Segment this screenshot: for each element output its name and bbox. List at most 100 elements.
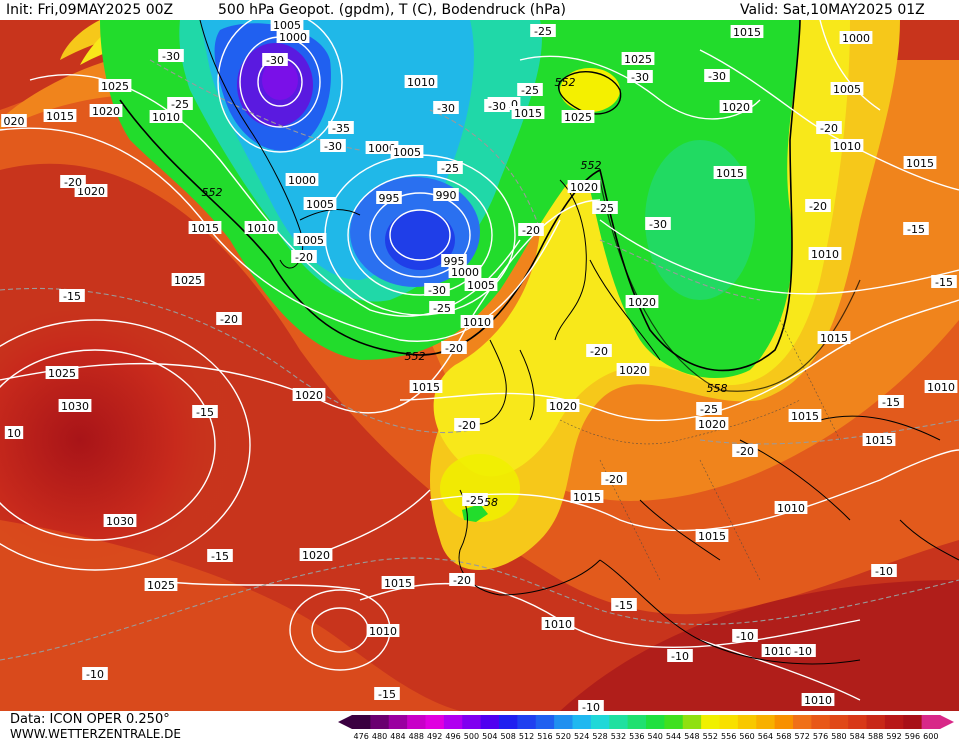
colorbar-tick-label: 536 bbox=[629, 732, 644, 741]
isobar-label-box bbox=[839, 31, 873, 44]
isobar-label-text: 1015 bbox=[573, 491, 601, 504]
isobar-label: 1005 bbox=[270, 20, 304, 32]
colorbar-tick-label: 500 bbox=[464, 732, 479, 741]
height-label-text: 552 bbox=[405, 350, 426, 363]
temperature-label-box bbox=[517, 83, 543, 96]
temperature-label-text: -20 bbox=[590, 345, 608, 358]
isobar-label-box bbox=[299, 548, 333, 561]
isobar-label-box bbox=[460, 315, 494, 328]
isobar-label-box bbox=[713, 166, 747, 179]
isobar-label-text: 1015 bbox=[46, 110, 74, 123]
isobar-label-text: 1010 bbox=[152, 111, 180, 124]
isobar-label-text: 1015 bbox=[820, 332, 848, 345]
isobar-label-box bbox=[45, 366, 79, 379]
isobar-label-text: 1010 bbox=[369, 625, 397, 638]
height-label: 552 bbox=[202, 186, 223, 199]
iberia-cutoff-yellow bbox=[440, 454, 520, 522]
isobar-label-box bbox=[546, 399, 580, 412]
isobar-label: 1005 bbox=[293, 233, 327, 247]
isobar-label: 1025 bbox=[561, 110, 595, 124]
isobar-label-text: 1015 bbox=[733, 26, 761, 39]
valid-time-label: Valid: Sat,10MAY2025 01Z bbox=[740, 2, 925, 18]
temperature-label-box bbox=[518, 223, 544, 236]
isobar-label: 1020 bbox=[89, 104, 123, 118]
isobar-label-box bbox=[801, 693, 835, 706]
isobar-label-text: 990 bbox=[436, 189, 457, 202]
temperature-label-text: -30 bbox=[266, 54, 284, 67]
isobar-label-text: 1015 bbox=[865, 434, 893, 447]
colorbar-cell bbox=[572, 715, 592, 729]
isobar-label-box bbox=[441, 254, 467, 267]
isobar-label-box bbox=[144, 578, 178, 591]
isobar-label-text: 1030 bbox=[106, 515, 134, 528]
temperature-label: -25 bbox=[462, 493, 488, 507]
isobar-label: 1015 bbox=[188, 221, 222, 235]
temperature-label-text: -20 bbox=[809, 200, 827, 213]
colorbar-cell bbox=[646, 715, 665, 729]
isobar-label-box bbox=[625, 295, 659, 308]
temperature-label: -25 bbox=[429, 301, 455, 315]
colorbar-tick-label: 548 bbox=[684, 732, 699, 741]
colorbar: 476 480 484 488 492 496 500 504 508 512 516 520 524 5… bbox=[338, 715, 954, 741]
isobar-label-box bbox=[43, 109, 77, 122]
isobar-label: 1010 bbox=[149, 110, 183, 124]
colorbar-cell bbox=[664, 715, 684, 729]
isobar-label-box bbox=[433, 188, 459, 201]
colorbar-tick-label: 484 bbox=[390, 732, 405, 741]
height-label: 552 bbox=[555, 76, 576, 89]
isobar-label-box bbox=[695, 529, 729, 542]
temperature-label-text: -25 bbox=[466, 494, 484, 507]
temperature-label: -20 bbox=[816, 121, 842, 135]
isobar-label-text: 1000 bbox=[451, 266, 479, 279]
isobar-label-text: 1005 bbox=[833, 83, 861, 96]
temperature-label-text: -25 bbox=[700, 403, 718, 416]
temperature-label-box bbox=[424, 283, 450, 296]
isobar-label: 1015 bbox=[511, 106, 545, 120]
temperature-label: -25 bbox=[167, 97, 193, 111]
isobar-label-text: 1010 bbox=[833, 140, 861, 153]
isobar-label-box bbox=[404, 75, 438, 88]
colorbar-tick-label: 540 bbox=[648, 732, 663, 741]
temperature-label-text: -15 bbox=[907, 223, 925, 236]
temperature-label-text: -20 bbox=[445, 342, 463, 355]
isobar-label-box bbox=[511, 106, 545, 119]
isobar-labels: 1005 1000 1015 1000 1025 1025 1010 1005 1020 1010… bbox=[1, 20, 958, 707]
isobar-label-text: 1020 bbox=[570, 181, 598, 194]
isobar-label-box bbox=[98, 79, 132, 92]
isobar-label-box bbox=[1, 114, 27, 127]
temperature-label-text: -10 bbox=[875, 565, 893, 578]
isobar-label: 1020 bbox=[292, 388, 326, 402]
temperature-label-text: -20 bbox=[820, 122, 838, 135]
colorbar-tick-label: 516 bbox=[537, 732, 552, 741]
isobar-label-text: 1000 bbox=[842, 32, 870, 45]
isobar-label: 1005 bbox=[303, 197, 337, 211]
isobar-label: 995 bbox=[441, 254, 467, 268]
colorbar-cell bbox=[627, 715, 647, 729]
isobar-label-box bbox=[365, 141, 399, 154]
temperature-label: -30 bbox=[262, 53, 288, 67]
temperature-label-box bbox=[192, 405, 218, 418]
isobar-label: 1000 bbox=[285, 173, 319, 187]
isobar-label-text: 020 bbox=[4, 115, 25, 128]
isobar-label-text: 1025 bbox=[147, 579, 175, 592]
isobar-label-text: 1025 bbox=[48, 367, 76, 380]
colorbar-cell bbox=[425, 715, 445, 729]
temperature-label: -20 bbox=[60, 175, 86, 189]
isobar-label: 1010 bbox=[801, 693, 835, 707]
temperature-label: -10 bbox=[578, 700, 604, 711]
isobar-label-box bbox=[270, 20, 304, 31]
temperature-label-box bbox=[732, 629, 758, 642]
isobar-label-box bbox=[561, 110, 595, 123]
temperature-label: -25 bbox=[592, 201, 618, 215]
isobar-label: 1010 bbox=[366, 624, 400, 638]
isobar-label-box bbox=[103, 514, 137, 527]
isobar-label: 1010 bbox=[774, 501, 808, 515]
temperature-label: -10 bbox=[871, 564, 897, 578]
colorbar-cell bbox=[499, 715, 518, 729]
temperature-label-text: -35 bbox=[332, 122, 350, 135]
isobar-label-text: 1025 bbox=[174, 274, 202, 287]
temperature-label-text: -25 bbox=[521, 84, 539, 97]
temperature-label-text: -15 bbox=[378, 688, 396, 701]
isobar-label-text: 1030 bbox=[61, 400, 89, 413]
colorbar-cell bbox=[682, 715, 702, 729]
